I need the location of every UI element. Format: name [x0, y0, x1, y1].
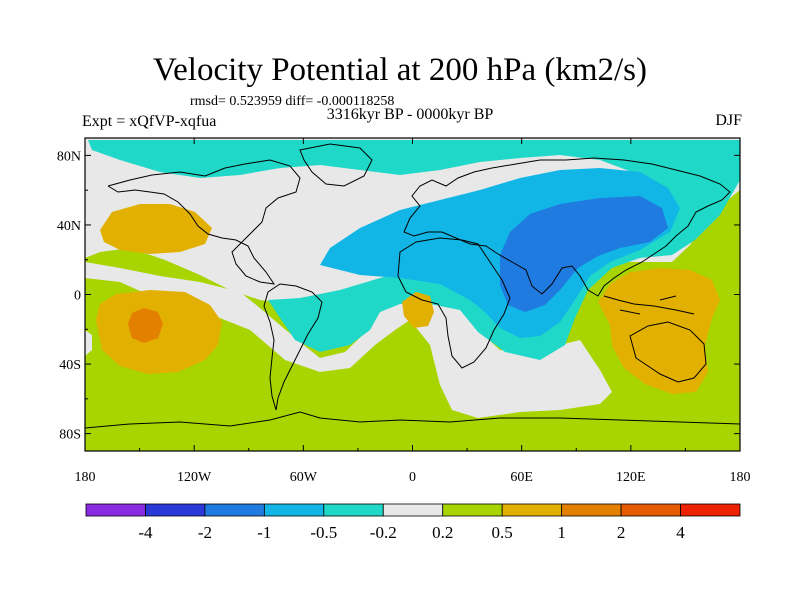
colorbar-label: 1 — [557, 523, 566, 542]
x-tick-label: 180 — [75, 470, 96, 485]
colorbar-swatch — [561, 503, 622, 517]
colorbar-swatch — [382, 503, 444, 517]
colorbar-swatch — [680, 503, 741, 517]
coast-south-america — [263, 283, 323, 411]
colorbar-swatch — [145, 503, 206, 517]
colorbar-swatch — [85, 503, 146, 517]
colorbar-label: -0.5 — [310, 523, 337, 542]
coast-indonesia — [603, 295, 695, 315]
colorbar-swatch — [323, 503, 384, 517]
contour-neg-1 — [500, 196, 668, 312]
x-tick-label: 0 — [409, 470, 416, 485]
coast-north-america — [107, 159, 301, 285]
contour-neutral-south — [85, 262, 612, 418]
x-tick-label: 60W — [290, 470, 318, 485]
colorbar-label: -2 — [198, 523, 212, 542]
contour-pos-0.5-npac — [100, 204, 212, 254]
colorbar-label: 4 — [676, 523, 685, 542]
map-plot-area — [85, 138, 740, 451]
colorbar-label: 2 — [617, 523, 626, 542]
stats-text: rmsd= 0.523959 diff= -0.000118258 — [190, 94, 395, 109]
period-label: 3316kyr BP - 0000kyr BP — [326, 106, 494, 123]
contour-neutral-patch — [85, 330, 92, 356]
y-tick-label: 80N — [57, 149, 81, 164]
coastlines — [85, 143, 740, 429]
coast-antarctica — [85, 411, 740, 429]
x-tick-label: 120E — [616, 470, 646, 485]
y-tick-label: 40S — [59, 358, 81, 373]
x-tick-label: 120W — [177, 470, 212, 485]
experiment-label: Expt = xQfVP-xqfua — [82, 113, 217, 130]
contour-pos-1-core — [128, 308, 163, 343]
coast-africa — [397, 237, 511, 369]
x-axis: 180 120W 60W 0 60E 120E 180 — [75, 138, 751, 485]
colorbar-swatch — [442, 503, 503, 517]
colorbar-swatch — [263, 503, 325, 517]
y-tick-label: 40N — [57, 219, 81, 234]
colorbar: -4 -2 -1 -0.5 -0.2 0.2 0.5 1 2 4 — [85, 503, 741, 542]
colorbar-label: -1 — [257, 523, 271, 542]
y-tick-label: 0 — [74, 289, 81, 304]
contour-neg-0.2 — [88, 140, 740, 360]
x-tick-label: 60E — [510, 470, 533, 485]
colorbar-label: 0.5 — [492, 523, 513, 542]
x-tick-label: 180 — [730, 470, 751, 485]
contour-pos-0.5-indopac — [598, 268, 720, 394]
colorbar-label: -4 — [138, 523, 153, 542]
colorbar-label: 0.2 — [432, 523, 453, 542]
y-axis: 80N 40N 0 40S 80S — [57, 149, 740, 443]
coast-eurasia — [403, 157, 731, 297]
colorbar-swatch — [501, 503, 563, 517]
colorbar-swatch — [204, 503, 265, 517]
map-title: Velocity Potential at 200 hPa (km2/s) — [152, 52, 648, 88]
colorbar-swatch — [620, 503, 681, 517]
colorbar-label: -0.2 — [370, 523, 397, 542]
y-tick-label: 80S — [59, 428, 81, 443]
coast-greenland — [299, 143, 373, 187]
season-label: DJF — [715, 112, 742, 129]
coast-australia — [629, 321, 707, 383]
